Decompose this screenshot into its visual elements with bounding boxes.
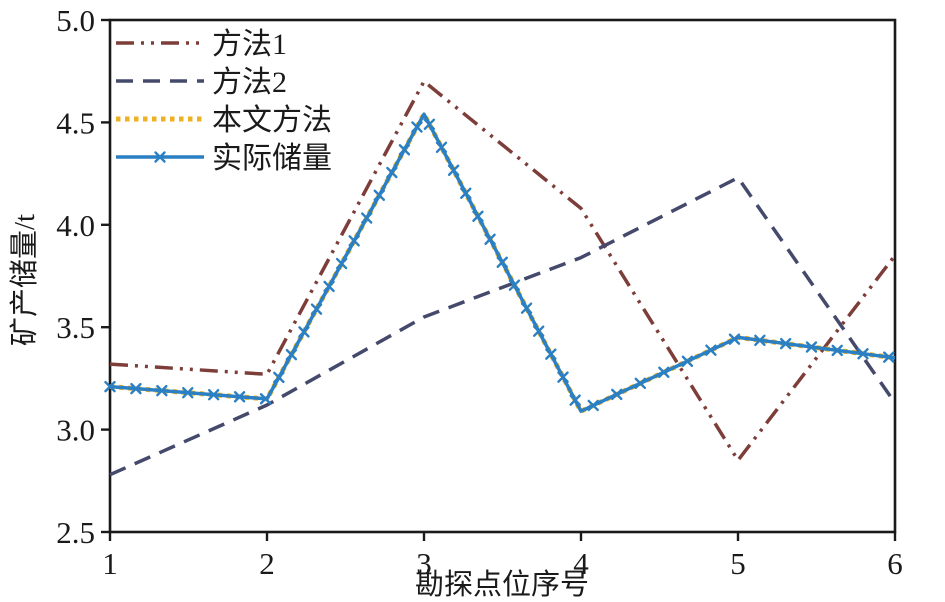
legend-item: 方法2 [116,66,287,99]
x-marker [472,210,484,222]
x-tick-label: 5 [730,546,746,581]
x-marker [587,399,599,412]
x-marker [310,303,323,315]
x-marker [259,393,272,405]
x-marker [411,121,423,133]
x-axis-title: 勘探点位序号 [415,568,589,601]
x-marker [435,141,448,153]
x-marker [508,279,521,291]
x-marker [233,391,246,403]
x-marker [423,118,436,131]
x-marker [285,348,298,361]
series-line-1 [109,79,897,463]
y-tick-label: 4.0 [56,208,95,243]
x-marker [569,394,581,406]
x-marker [883,351,895,363]
x-marker [361,212,373,224]
y-tick-label: 4.5 [56,105,95,140]
x-marker [130,382,142,395]
x-marker [705,344,717,356]
x-marker [545,348,557,360]
x-marker [634,377,647,390]
x-marker [386,166,398,179]
y-tick-label: 3.0 [56,413,95,448]
x-marker [373,189,385,201]
x-marker [484,233,496,245]
x-marker [496,256,508,268]
y-tick-label: 2.5 [56,515,95,550]
series-line-2 [109,175,897,477]
x-marker [557,371,569,383]
x-marker [335,257,348,270]
y-tick-label: 5.0 [56,3,95,38]
axis-ticks: 1 2 3 4 5 6 2.5 3.0 3.5 4.0 4.5 5.0 [56,3,903,581]
x-marker [182,386,194,399]
x-marker [323,280,335,293]
x-marker [658,366,670,378]
data-series-layer [104,79,897,477]
legend-label-4: 实际储量 [212,142,332,175]
series-markers-4 [104,118,895,412]
x-tick-label: 6 [887,546,903,581]
x-tick-label: 1 [102,546,118,581]
x-marker [728,333,741,345]
legend-label-2: 方法2 [212,66,287,99]
x-tick-label: 2 [259,546,275,581]
x-marker [681,355,694,367]
plot-frame [108,18,897,534]
x-marker [156,384,168,397]
x-marker [857,348,869,360]
x-marker [298,326,310,338]
x-marker [273,371,285,384]
legend-label-1: 方法1 [212,28,287,61]
x-marker [207,389,220,401]
x-marker [831,344,843,357]
legend-x-marker [154,151,166,163]
x-marker [398,144,411,156]
x-marker [611,388,623,401]
x-marker [520,302,533,314]
x-tick-label: 3 [416,546,432,581]
x-marker [779,337,792,350]
legend-item: 本文方法 [116,104,332,137]
x-marker [754,334,766,346]
x-marker [460,187,472,199]
legend-item: 方法1 [116,28,287,61]
legend-item: 实际储量 [116,142,332,175]
x-marker [348,235,360,247]
x-marker [533,325,545,337]
y-tick-label: 3.5 [56,310,95,345]
x-marker [447,164,460,176]
legend-label-3: 本文方法 [212,104,332,137]
x-marker [104,380,116,393]
y-axis-title: 矿产储量/t [8,214,41,346]
x-marker [805,341,818,353]
x-tick-label: 4 [573,546,589,581]
